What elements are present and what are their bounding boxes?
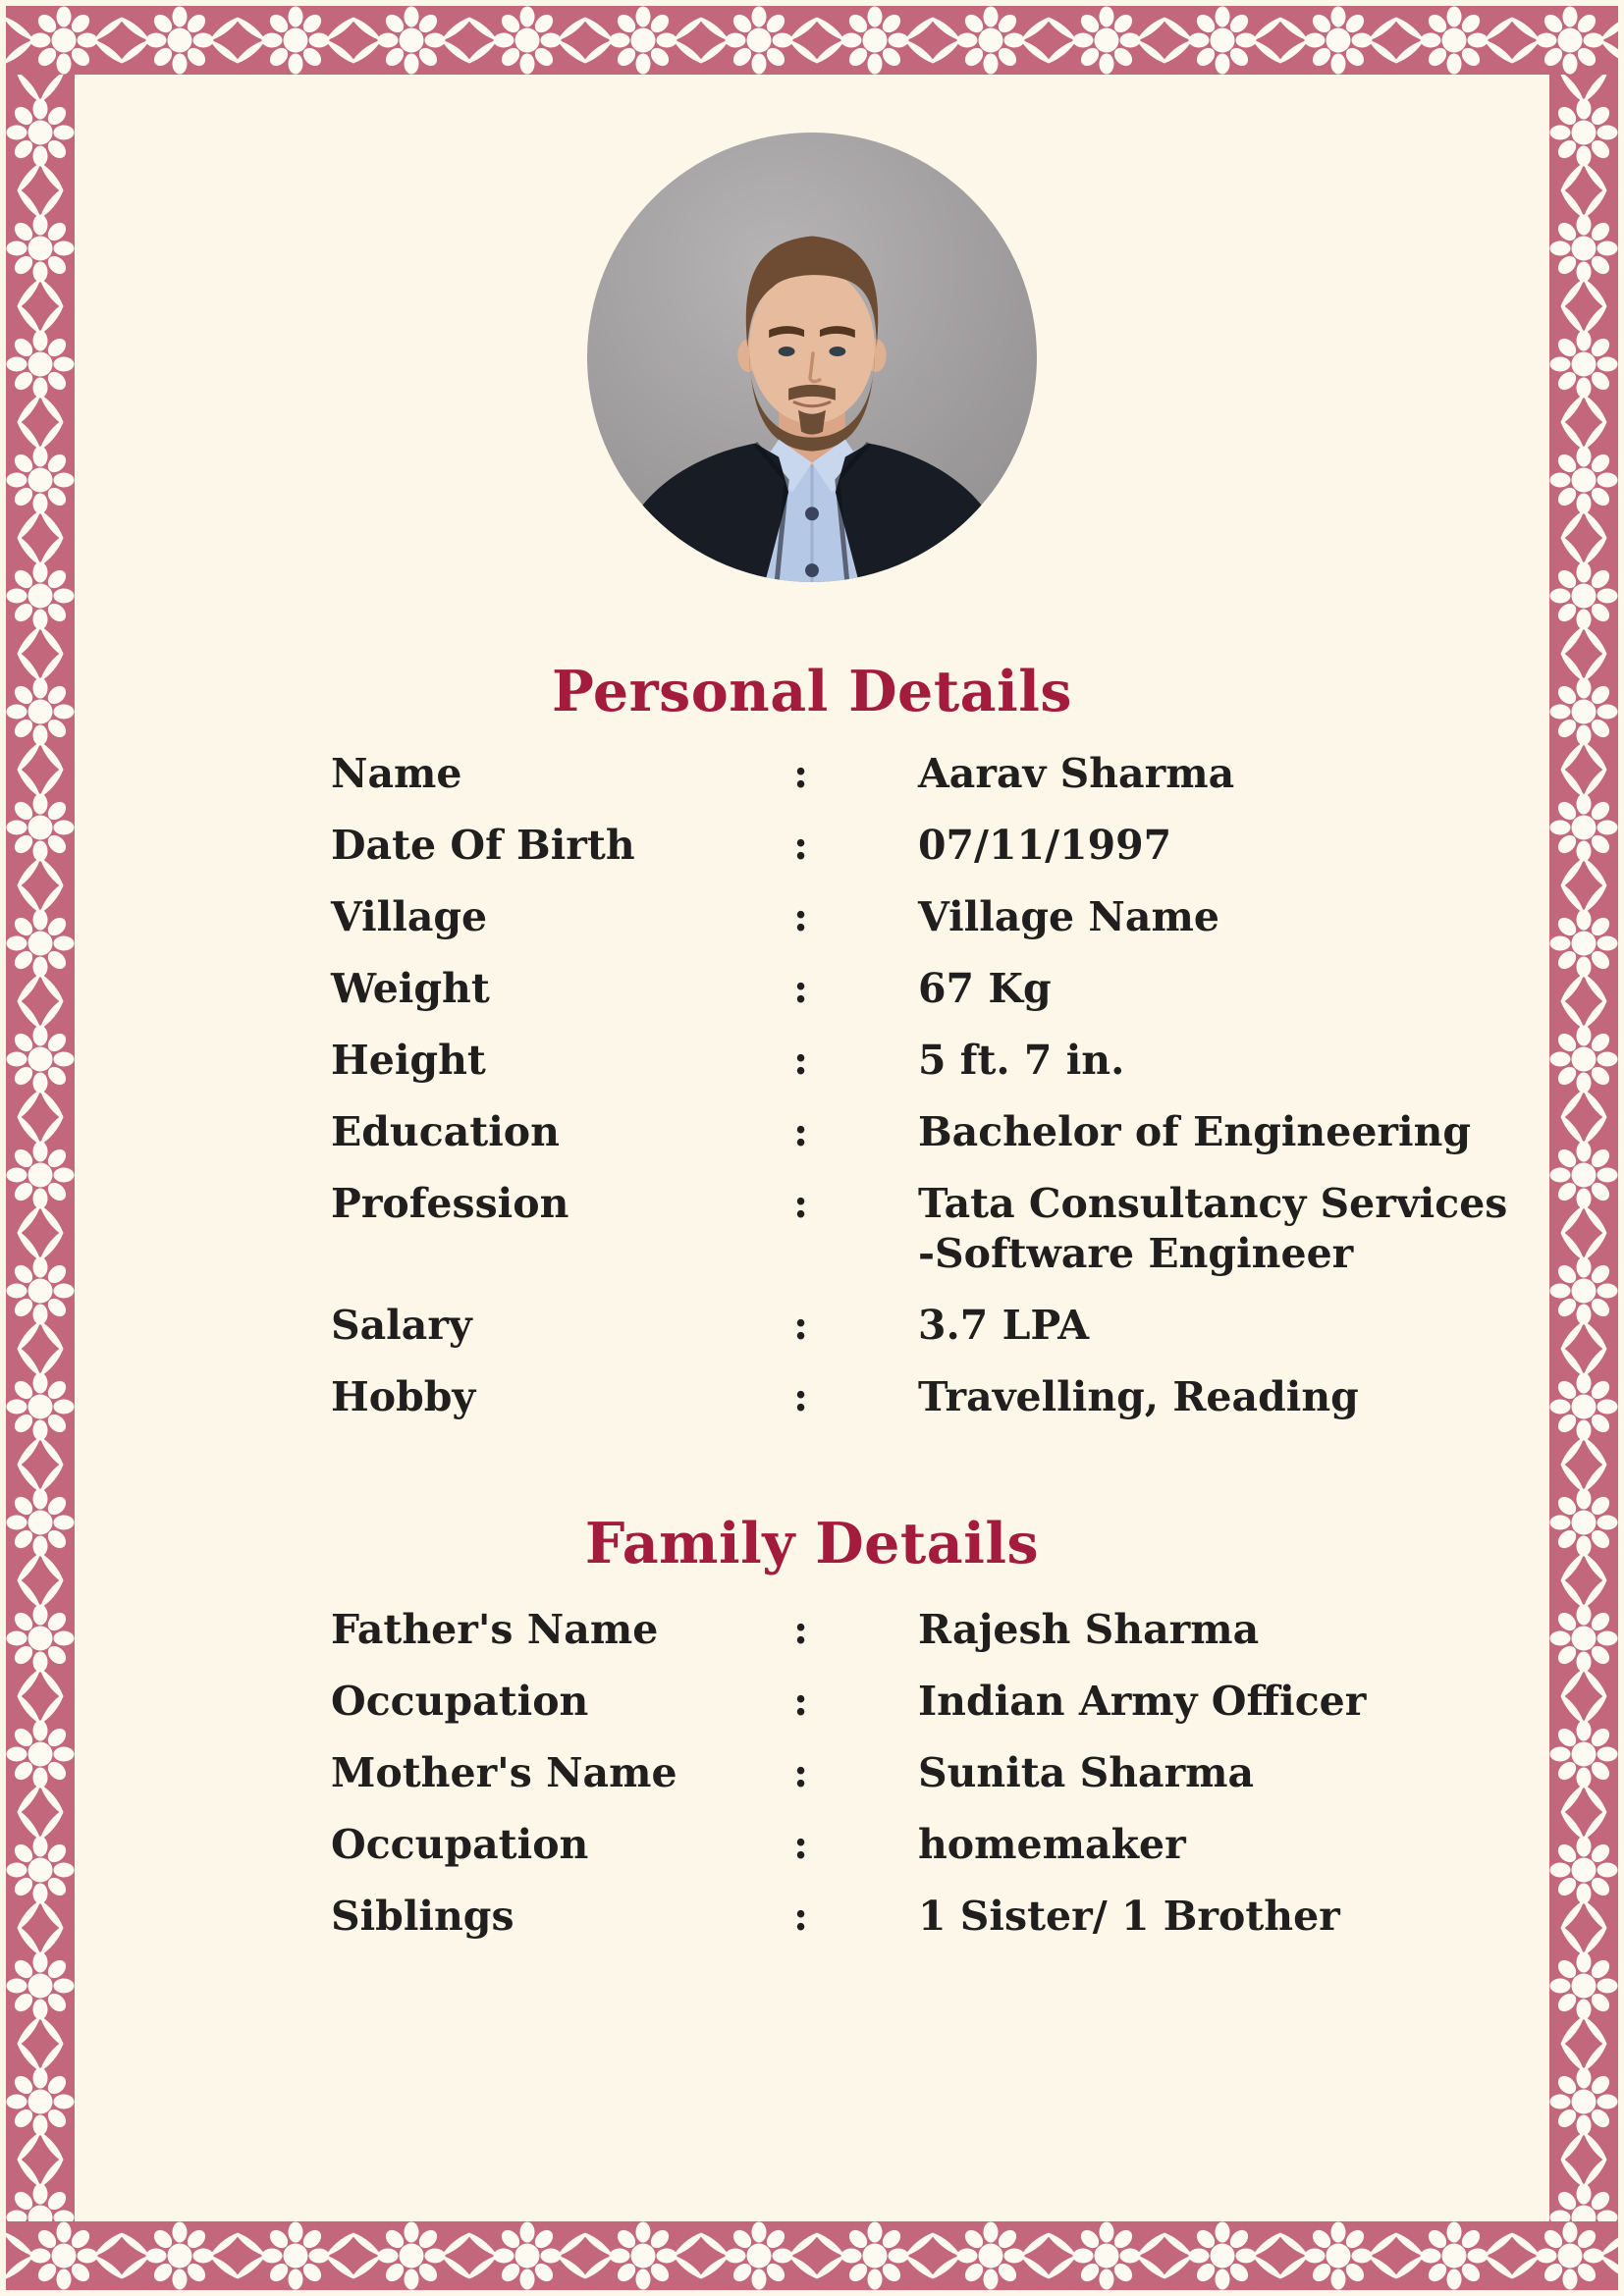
detail-separator: : xyxy=(793,1893,809,1940)
detail-row-profession: Profession : Tata Consultancy Services -… xyxy=(331,1179,1549,1301)
detail-row-siblings: Siblings : 1 Sister/ 1 Brother xyxy=(331,1892,1549,1963)
detail-value: Rajesh Sharma xyxy=(918,1606,1260,1653)
profile-photo xyxy=(587,133,1037,582)
personal-details-heading: Personal Details xyxy=(552,659,1072,724)
detail-value: 1 Sister/ 1 Brother xyxy=(918,1893,1340,1940)
profile-photo-illustration xyxy=(587,133,1037,582)
detail-row-mother-occupation: Occupation : homemaker xyxy=(331,1820,1549,1892)
detail-label: Salary xyxy=(331,1302,472,1349)
detail-value: Aarav Sharma xyxy=(918,750,1235,797)
detail-row-father-name: Father's Name : Rajesh Sharma xyxy=(331,1605,1549,1677)
detail-separator: : xyxy=(793,1302,809,1349)
family-details-heading: Family Details xyxy=(584,1511,1040,1576)
detail-separator: : xyxy=(793,1037,809,1084)
detail-label: Occupation xyxy=(331,1678,589,1725)
detail-label: Height xyxy=(331,1037,486,1084)
detail-separator: : xyxy=(793,965,809,1012)
detail-label: Education xyxy=(331,1108,560,1155)
detail-separator: : xyxy=(793,1108,809,1155)
detail-value: Indian Army Officer xyxy=(918,1678,1367,1725)
detail-label: Village xyxy=(331,893,488,940)
personal-details-table: Name : Aarav Sharma Date Of Birth : 07/1… xyxy=(331,749,1549,1444)
detail-value: Travelling, Reading xyxy=(918,1373,1359,1420)
detail-separator: : xyxy=(793,750,809,797)
detail-separator: : xyxy=(793,893,809,940)
detail-separator: : xyxy=(793,1606,809,1653)
detail-label: Father's Name xyxy=(331,1606,659,1653)
detail-row-education: Education : Bachelor of Engineering xyxy=(331,1107,1549,1179)
detail-row-weight: Weight : 67 Kg xyxy=(331,964,1549,1036)
detail-row-dob: Date Of Birth : 07/11/1997 xyxy=(331,821,1549,892)
detail-label: Name xyxy=(331,750,462,797)
detail-value: homemaker xyxy=(918,1821,1186,1868)
detail-value: 3.7 LPA xyxy=(918,1302,1090,1349)
detail-separator: : xyxy=(793,1678,809,1725)
detail-separator: : xyxy=(793,1180,809,1227)
detail-label: Weight xyxy=(331,965,490,1012)
detail-label: Profession xyxy=(331,1180,569,1227)
detail-row-father-occupation: Occupation : Indian Army Officer xyxy=(331,1677,1549,1748)
detail-row-hobby: Hobby : Travelling, Reading xyxy=(331,1372,1549,1444)
detail-row-salary: Salary : 3.7 LPA xyxy=(331,1301,1549,1372)
detail-separator: : xyxy=(793,1373,809,1420)
detail-label: Date Of Birth xyxy=(331,822,635,869)
family-details-table: Father's Name : Rajesh Sharma Occupation… xyxy=(331,1605,1549,1963)
detail-label: Hobby xyxy=(331,1373,476,1420)
detail-value-line2: -Software Engineer xyxy=(918,1230,1354,1277)
detail-value: Village Name xyxy=(918,893,1219,940)
detail-separator: : xyxy=(793,822,809,869)
biodata-content: Personal Details Name : Aarav Sharma Dat… xyxy=(75,75,1549,2221)
detail-value: 67 Kg xyxy=(918,965,1052,1012)
detail-row-name: Name : Aarav Sharma xyxy=(331,749,1549,821)
detail-label: Mother's Name xyxy=(331,1749,677,1796)
floral-border-bottom xyxy=(6,2221,1618,2290)
floral-border-left xyxy=(6,75,75,2221)
detail-row-village: Village : Village Name xyxy=(331,892,1549,964)
detail-label: Occupation xyxy=(331,1821,589,1868)
detail-label: Siblings xyxy=(331,1893,514,1940)
floral-border-right xyxy=(1549,75,1618,2221)
detail-value: Tata Consultancy Services -Software Engi… xyxy=(918,1179,1527,1279)
detail-row-height: Height : 5 ft. 7 in. xyxy=(331,1036,1549,1107)
detail-value: 5 ft. 7 in. xyxy=(918,1037,1125,1084)
detail-value: 07/11/1997 xyxy=(918,822,1172,869)
detail-value-line1: Tata Consultancy Services xyxy=(918,1180,1508,1227)
detail-value: Bachelor of Engineering xyxy=(918,1108,1472,1155)
detail-value: Sunita Sharma xyxy=(918,1749,1255,1796)
floral-border-top xyxy=(6,6,1618,75)
detail-row-mother-name: Mother's Name : Sunita Sharma xyxy=(331,1748,1549,1820)
detail-separator: : xyxy=(793,1749,809,1796)
detail-separator: : xyxy=(793,1821,809,1868)
